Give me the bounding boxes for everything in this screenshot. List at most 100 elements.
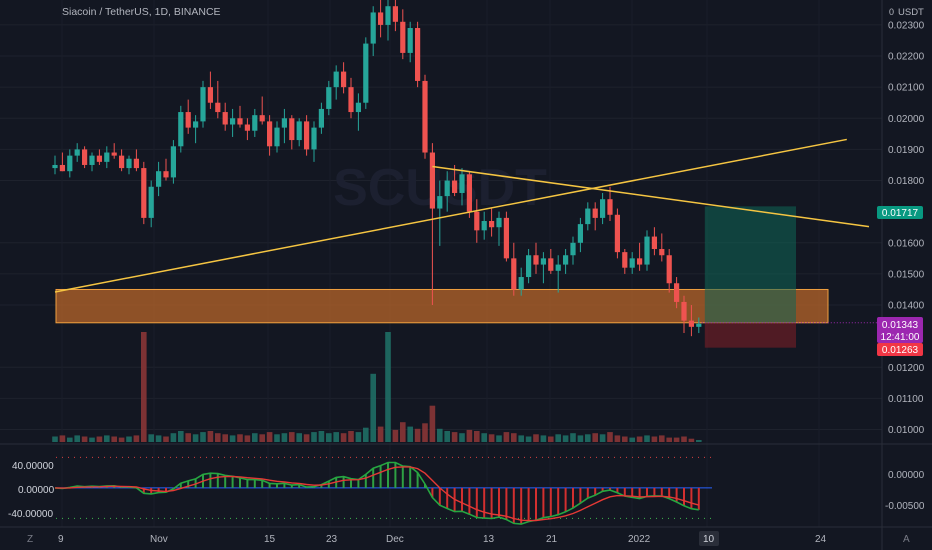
time-label: 24 (815, 534, 827, 545)
candle (592, 202, 598, 231)
volume-bar (400, 422, 406, 442)
candle-body (674, 283, 680, 302)
candle-body (385, 6, 391, 25)
volume-bar (385, 332, 391, 442)
indicator-right-axis[interactable]: 0.00000 -0.00500 (885, 470, 925, 512)
volume-bar (629, 437, 635, 442)
candle-body (89, 155, 95, 165)
current-price-label: 0.01343 (882, 320, 919, 331)
candle (259, 96, 265, 125)
volume-bar (74, 435, 80, 442)
candle (348, 77, 354, 119)
candle (96, 149, 102, 165)
candle (548, 249, 554, 274)
volume-bar (89, 437, 95, 442)
volume-bar (518, 435, 524, 442)
candle (496, 211, 502, 246)
volume-bar (444, 431, 450, 442)
candle-body (230, 118, 236, 125)
candle (444, 171, 450, 212)
price-axis-label: 0.02100 (888, 83, 925, 94)
candle-body (67, 155, 73, 172)
candle-body (511, 258, 517, 290)
time-label: 10 (703, 534, 715, 545)
volume-bar (296, 433, 302, 442)
candle (237, 105, 243, 128)
candle (200, 80, 206, 128)
volume-bar (222, 434, 228, 442)
stop-price-tag: 0.01263 (877, 343, 923, 356)
symbol-title[interactable]: Siacoin / TetherUS, 1D, BINANCE (62, 6, 221, 18)
volume-bar (511, 433, 517, 442)
candle (644, 230, 650, 271)
volume-bar (496, 435, 502, 442)
candle (230, 108, 236, 137)
volume-bar (244, 435, 251, 442)
volume-bar (392, 429, 399, 442)
time-axis[interactable]: 9 Nov 15 23 Dec 13 21 2022 10 24 (58, 531, 827, 546)
candle (289, 115, 295, 150)
time-label: Dec (386, 534, 404, 545)
candle-body (563, 255, 569, 265)
volume-bar (466, 429, 473, 442)
volume-bar (178, 431, 184, 442)
candle-body (585, 208, 591, 225)
position-stop-area[interactable] (704, 322, 796, 348)
time-label: Nov (150, 534, 168, 545)
volume-bar (126, 436, 132, 442)
volume-bar (192, 434, 199, 442)
trendline-falling[interactable] (432, 165, 870, 228)
time-label: 13 (483, 534, 495, 545)
candle-body (355, 102, 361, 113)
volume-bar (666, 437, 672, 442)
candle-body (518, 277, 524, 290)
volume-bar (644, 435, 650, 442)
candle-body (459, 174, 465, 193)
candle (533, 242, 539, 274)
timezone-toggle-button[interactable]: Z (27, 534, 33, 545)
candle (600, 192, 606, 225)
support-zone[interactable] (55, 288, 829, 324)
candle (526, 249, 532, 284)
volume-bar (673, 437, 680, 442)
candle-body (185, 112, 191, 128)
position-target-area[interactable] (704, 206, 796, 323)
candles (52, 0, 702, 337)
candle (385, 0, 391, 41)
volume-bar (59, 435, 66, 442)
candle (52, 155, 58, 175)
price-axis-label: 0.01400 (888, 301, 925, 312)
macd-indicator-pane[interactable] (54, 456, 712, 525)
volume-bar (207, 431, 214, 442)
candle (355, 93, 361, 131)
candle (570, 236, 576, 265)
candle-body (622, 252, 628, 268)
volume-bar (170, 433, 177, 442)
volume-bar (651, 436, 658, 442)
volume-bar (429, 405, 436, 442)
candle-body (170, 146, 176, 178)
indicator-left-label: 40.00000 (12, 461, 54, 472)
volume-bar (533, 434, 539, 442)
candle (148, 180, 154, 228)
candle-body (318, 108, 324, 128)
candle (651, 227, 657, 256)
candle (59, 152, 65, 172)
candle (674, 277, 680, 309)
candle-body (659, 249, 665, 256)
candle (688, 305, 694, 337)
volume-bar (200, 432, 206, 442)
trendline-rising[interactable] (54, 138, 847, 293)
time-label: 21 (546, 534, 558, 545)
volume-bar (696, 440, 702, 442)
candle (585, 202, 591, 231)
volume-bar (614, 435, 621, 442)
candle (378, 0, 384, 38)
price-axis[interactable]: 0.02300 0.02200 0.02100 0.02000 0.01900 0.018… (888, 20, 925, 436)
volume-bar (451, 432, 458, 442)
auto-scale-button[interactable]: A (903, 534, 910, 545)
volume-bar (481, 433, 487, 442)
candle-body (600, 199, 606, 218)
candle-body (437, 196, 443, 209)
